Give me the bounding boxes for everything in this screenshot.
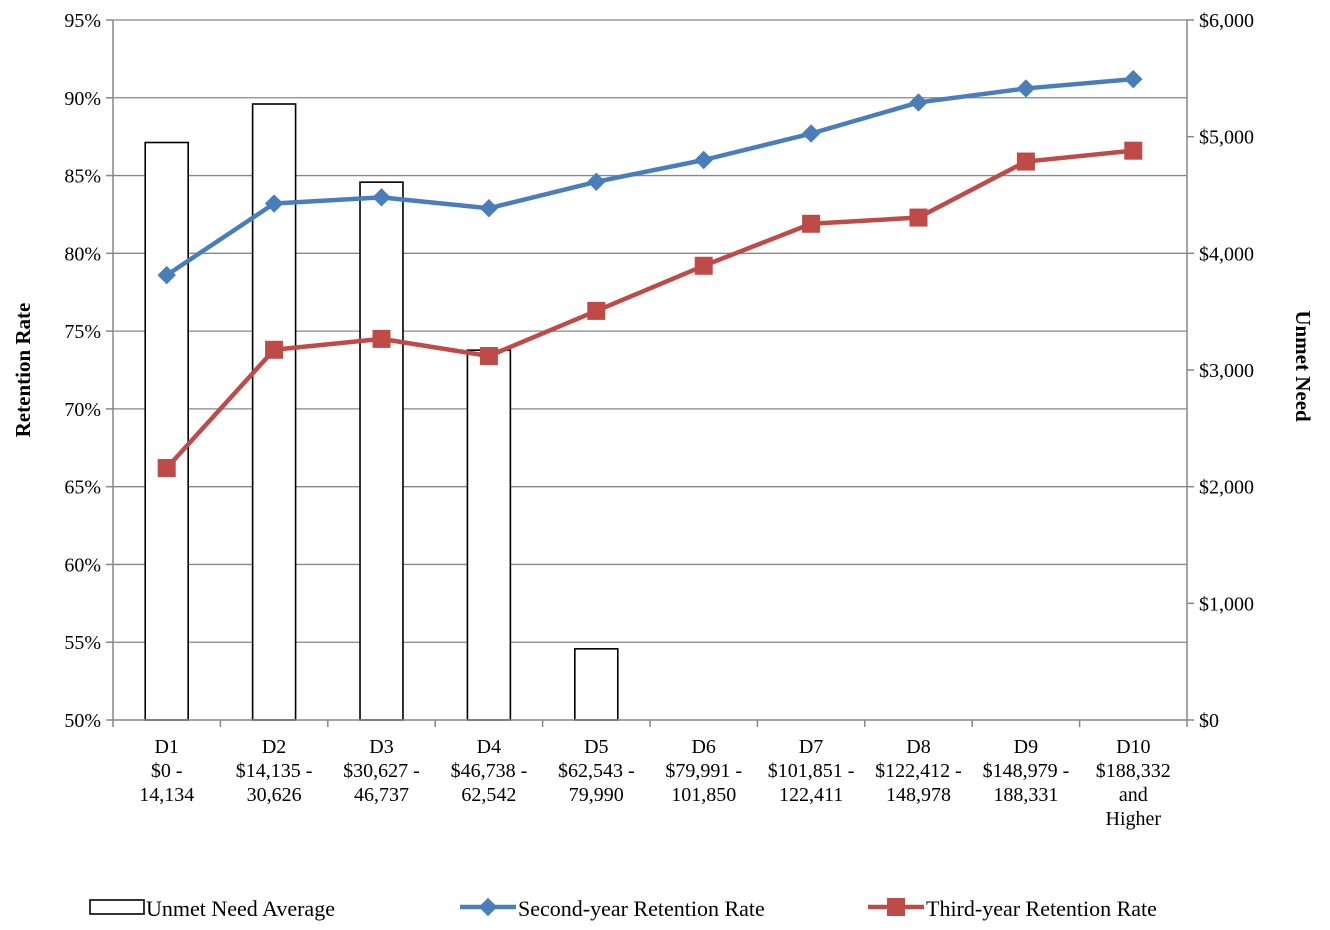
line-point bbox=[479, 347, 498, 365]
legend-label: Unmet Need Average bbox=[146, 896, 335, 921]
y-tick-label: 95% bbox=[64, 10, 101, 32]
line-point bbox=[694, 150, 713, 170]
y-tick-label: 60% bbox=[64, 554, 101, 576]
legend: Unmet Need Average Second-year Retention … bbox=[89, 896, 1157, 921]
axis-titles: Retention Rate Unmet Need bbox=[11, 303, 1315, 438]
y-tick-label: 65% bbox=[64, 477, 101, 499]
series-line bbox=[165, 148, 1134, 470]
unmet-need-bar bbox=[466, 349, 512, 721]
tick-labels: 50% 55% 60% 65% 70% 75% 80% 85% 90% 95% $0 $1,000 $2… bbox=[64, 10, 1254, 830]
y-tick-label: 55% bbox=[64, 632, 101, 654]
line-point bbox=[479, 199, 499, 218]
y-tick-label: 85% bbox=[64, 166, 101, 188]
y-tick-label: 90% bbox=[64, 88, 101, 110]
y2-axis-title: Unmet Need bbox=[1291, 310, 1315, 422]
line-point bbox=[587, 172, 606, 191]
line-point bbox=[887, 898, 905, 916]
x-tick-label: D8 $122,412 -148,978 bbox=[875, 736, 962, 806]
line-point bbox=[909, 208, 928, 227]
line-point bbox=[587, 301, 606, 320]
axes bbox=[106, 19, 1194, 727]
line-point bbox=[478, 897, 498, 917]
unmet-need-bars bbox=[144, 103, 619, 721]
retention-lines bbox=[157, 69, 1143, 477]
line-point bbox=[1124, 141, 1143, 160]
line-point bbox=[157, 459, 176, 477]
y-axis-title: Retention Rate bbox=[11, 303, 35, 438]
line-point bbox=[1016, 152, 1035, 171]
legend-label: Third-year Retention Rate bbox=[926, 896, 1157, 921]
unmet-need-bar bbox=[144, 141, 189, 721]
line-point bbox=[264, 194, 284, 213]
y-tick-label: 50% bbox=[64, 710, 101, 732]
line-point bbox=[909, 93, 928, 112]
line-point bbox=[372, 329, 391, 348]
x-tick-label: D6 $79,991 -101,850 bbox=[665, 736, 742, 806]
x-tick-label: D7 $101,851 -122,411 bbox=[768, 736, 855, 806]
legend-swatch bbox=[89, 899, 145, 915]
unmet-need-bar bbox=[359, 181, 404, 721]
legend-label: Second-year Retention Rate bbox=[518, 896, 765, 921]
y2-tick-label: $1,000 bbox=[1199, 593, 1254, 615]
x-tick-label: D2 $14,135 -30,626 bbox=[236, 736, 313, 806]
y2-tick-label: $5,000 bbox=[1199, 127, 1254, 149]
x-tick-label: D1 $0 -14,134 bbox=[139, 736, 194, 806]
line-point bbox=[265, 340, 284, 359]
line-point bbox=[1016, 79, 1036, 98]
series-line bbox=[165, 76, 1134, 277]
line-point bbox=[157, 265, 176, 285]
x-tick-label: D9 $148,979 -188,331 bbox=[983, 736, 1070, 806]
y-tick-label: 75% bbox=[64, 321, 101, 343]
line-point bbox=[1124, 69, 1143, 89]
line-point bbox=[372, 188, 391, 207]
x-tick-label: D5 $62,543 -79,990 bbox=[558, 736, 635, 806]
line-point bbox=[801, 124, 821, 143]
x-tick-label: D4 $46,738 -62,542 bbox=[451, 736, 528, 806]
unmet-need-bar bbox=[574, 648, 619, 721]
y2-tick-label: $2,000 bbox=[1199, 477, 1254, 499]
y-tick-label: 80% bbox=[64, 243, 101, 265]
y2-tick-label: $0 bbox=[1199, 710, 1219, 732]
x-tick-label: D3 $30,627 -46,737 bbox=[343, 736, 420, 806]
y-tick-label: 70% bbox=[64, 399, 101, 421]
y2-tick-label: $3,000 bbox=[1199, 360, 1254, 382]
y2-tick-label: $6,000 bbox=[1199, 10, 1254, 32]
x-tick-label: D10 $188,332 and Higher bbox=[1096, 736, 1171, 830]
line-point bbox=[694, 256, 713, 275]
y2-tick-label: $4,000 bbox=[1199, 243, 1254, 265]
line-point bbox=[802, 214, 821, 233]
